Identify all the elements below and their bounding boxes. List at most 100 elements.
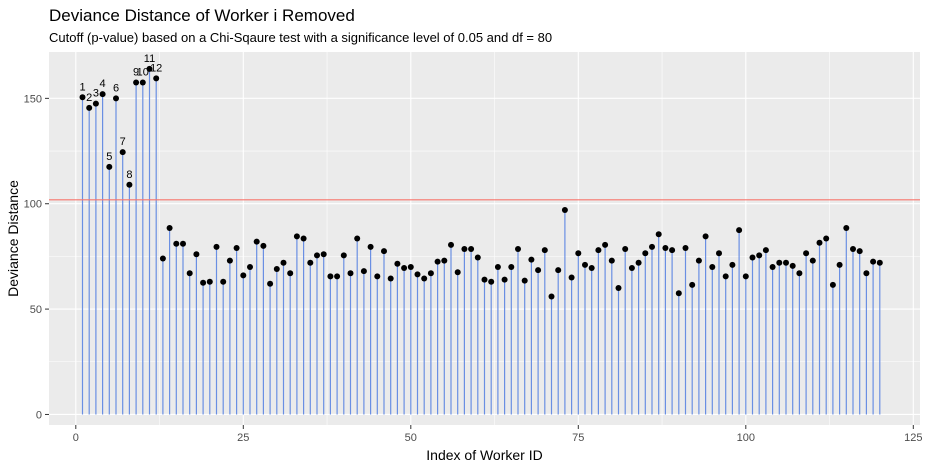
data-point	[789, 262, 796, 269]
data-point	[829, 281, 836, 288]
data-point	[689, 281, 696, 288]
data-point	[247, 263, 253, 270]
x-tick-label: 75	[572, 432, 584, 444]
data-point	[823, 235, 830, 242]
point-label: 11	[144, 53, 155, 65]
data-point	[213, 243, 220, 250]
x-tick-label: 25	[237, 432, 249, 444]
data-point	[474, 254, 481, 261]
data-point	[293, 233, 300, 240]
point-label: 7	[120, 136, 126, 148]
data-points	[79, 65, 883, 300]
data-point	[595, 247, 602, 254]
data-point	[642, 250, 649, 257]
data-point	[354, 235, 361, 242]
data-point	[622, 246, 629, 253]
data-point	[816, 239, 823, 246]
x-tick-label: 125	[904, 432, 922, 444]
x-tick-label: 50	[405, 432, 417, 444]
data-point	[682, 244, 689, 251]
data-point	[287, 270, 294, 277]
data-point	[99, 91, 106, 98]
data-point	[267, 280, 274, 287]
data-point	[159, 255, 166, 262]
point-label: 1	[79, 81, 85, 93]
data-point	[709, 263, 716, 270]
data-point	[92, 100, 99, 107]
data-point	[434, 258, 441, 265]
data-point	[320, 251, 327, 258]
data-point	[615, 285, 622, 292]
data-point	[113, 95, 119, 102]
data-point	[762, 247, 769, 254]
data-point	[374, 273, 381, 280]
data-point	[381, 248, 387, 255]
data-point	[233, 244, 240, 251]
x-axis-ticks: 0 25 50 75 100 125	[73, 425, 922, 444]
data-point	[695, 257, 702, 264]
x-axis-title: Index of Worker ID	[426, 447, 542, 463]
chart-title: Deviance Distance of Worker i Removed	[49, 6, 355, 25]
data-point	[441, 257, 448, 264]
data-point	[106, 163, 113, 170]
data-point	[334, 273, 341, 280]
data-point	[300, 235, 307, 242]
y-tick-label: 150	[24, 93, 42, 105]
data-point	[635, 259, 642, 266]
data-point	[340, 252, 347, 259]
point-label: 8	[126, 169, 132, 181]
data-point	[133, 79, 140, 86]
data-point	[193, 251, 200, 258]
data-point	[769, 263, 776, 270]
data-point	[508, 263, 515, 270]
data-point	[220, 278, 227, 285]
data-point	[608, 257, 615, 264]
data-point	[240, 272, 247, 279]
data-point	[843, 224, 850, 231]
data-point	[387, 275, 394, 282]
stems	[81, 68, 881, 415]
data-point	[401, 265, 408, 272]
point-label: 6	[113, 82, 119, 94]
data-point	[850, 246, 856, 253]
data-point	[253, 238, 260, 245]
y-axis-ticks: 0 50 100 150	[24, 93, 49, 421]
data-point	[407, 263, 414, 270]
data-point	[488, 278, 495, 285]
data-point	[776, 259, 783, 266]
data-point	[347, 270, 354, 277]
data-point	[180, 240, 186, 247]
data-point	[742, 273, 749, 280]
data-point	[803, 250, 810, 257]
data-point	[602, 241, 609, 248]
data-point	[555, 267, 562, 274]
data-point	[260, 242, 267, 249]
data-point	[568, 274, 575, 281]
y-tick-label: 0	[36, 409, 42, 421]
point-label: 5	[106, 151, 112, 163]
data-point	[662, 244, 669, 251]
data-point	[153, 75, 160, 82]
data-point	[200, 279, 207, 286]
data-point	[314, 252, 320, 259]
data-point	[501, 276, 508, 283]
data-point	[307, 259, 314, 266]
data-point	[280, 259, 287, 266]
data-point	[226, 257, 233, 264]
data-point	[494, 263, 501, 270]
point-label: 12	[150, 62, 162, 74]
data-point	[360, 268, 367, 275]
x-tick-label: 100	[737, 432, 755, 444]
data-point	[421, 275, 428, 282]
data-point	[582, 261, 588, 268]
x-tick-label: 0	[73, 432, 79, 444]
data-point	[448, 241, 454, 248]
data-point	[86, 104, 93, 111]
point-label: 10	[137, 67, 149, 79]
data-point	[535, 267, 542, 274]
data-point	[126, 181, 133, 188]
data-point	[796, 270, 803, 277]
data-point	[729, 261, 736, 268]
data-point	[870, 258, 877, 265]
